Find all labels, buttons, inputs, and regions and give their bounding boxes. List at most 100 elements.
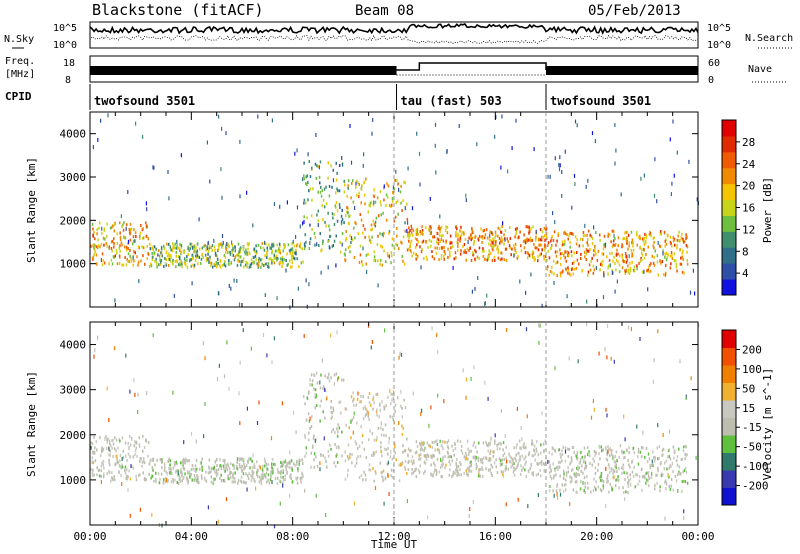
- echo-pixel: [536, 246, 538, 250]
- echo-pixel: [173, 460, 176, 464]
- echo-pixel: [238, 458, 241, 462]
- echo-pixel: [299, 245, 302, 249]
- echo-pixel: [170, 256, 172, 260]
- echo-pixel: [290, 265, 292, 269]
- echo-pixel: [266, 246, 268, 250]
- echo-pixel: [358, 191, 360, 195]
- sparse-echo-pixel: [564, 449, 567, 454]
- echo-pixel: [267, 463, 270, 467]
- echo-pixel: [467, 447, 469, 451]
- echo-pixel: [313, 434, 315, 438]
- echo-pixel: [374, 224, 377, 228]
- echo-pixel: [188, 249, 190, 253]
- echo-pixel: [540, 443, 542, 447]
- echo-pixel: [539, 228, 542, 232]
- echo-pixel: [464, 455, 467, 459]
- echo-pixel: [182, 249, 185, 253]
- echo-pixel: [570, 456, 573, 460]
- echo-pixel: [339, 164, 341, 167]
- echo-pixel: [116, 458, 118, 462]
- sparse-echo-pixel: [504, 434, 506, 438]
- echo-pixel: [561, 252, 563, 255]
- echo-pixel: [367, 252, 369, 256]
- echo-pixel: [247, 459, 249, 463]
- velocity-colorbar-swatch: [722, 470, 736, 488]
- echo-pixel: [100, 464, 103, 468]
- echo-pixel: [271, 466, 273, 470]
- echo-pixel: [250, 258, 253, 262]
- sparse-echo-pixel: [470, 376, 472, 381]
- echo-pixel: [336, 219, 339, 223]
- echo-pixel: [441, 444, 443, 448]
- echo-pixel: [348, 221, 350, 225]
- echo-pixel: [625, 238, 627, 242]
- sparse-echo-pixel: [305, 278, 307, 283]
- echo-pixel: [332, 244, 335, 247]
- echo-pixel: [436, 442, 439, 446]
- echo-pixel: [583, 250, 586, 254]
- echo-pixel: [160, 472, 163, 476]
- echo-pixel: [595, 487, 597, 491]
- sparse-echo-pixel: [673, 173, 675, 178]
- echo-pixel: [143, 461, 146, 465]
- echo-pixel: [519, 230, 521, 234]
- echo-pixel: [227, 250, 229, 254]
- echo-pixel: [649, 466, 652, 469]
- echo-pixel: [177, 255, 180, 259]
- sparse-echo-pixel: [166, 477, 168, 482]
- echo-pixel: [686, 245, 689, 249]
- echo-pixel: [116, 242, 119, 245]
- echo-pixel: [256, 473, 258, 477]
- echo-pixel: [681, 255, 684, 259]
- echo-pixel: [564, 446, 567, 450]
- echo-pixel: [353, 256, 356, 259]
- echo-pixel: [116, 460, 119, 464]
- echo-pixel: [633, 265, 636, 269]
- sparse-echo-pixel: [315, 493, 317, 498]
- echo-pixel: [304, 233, 306, 237]
- sparse-echo-pixel: [370, 345, 372, 350]
- echo-pixel: [365, 407, 367, 411]
- echo-pixel: [364, 414, 366, 418]
- echo-pixel: [149, 459, 151, 463]
- echo-pixel: [351, 461, 353, 465]
- echo-pixel: [335, 161, 337, 165]
- echo-pixel: [624, 252, 627, 255]
- echo-pixel: [518, 439, 521, 443]
- echo-pixel: [225, 248, 228, 251]
- echo-pixel: [249, 466, 251, 470]
- echo-pixel: [179, 470, 182, 474]
- echo-pixel: [681, 237, 684, 241]
- echo-pixel: [215, 265, 218, 269]
- echo-pixel: [455, 468, 457, 472]
- echo-pixel: [493, 449, 495, 453]
- echo-pixel: [334, 430, 336, 434]
- echo-pixel: [430, 226, 432, 230]
- echo-pixel: [277, 249, 279, 253]
- sparse-echo-pixel: [630, 327, 632, 331]
- echo-pixel: [639, 450, 642, 454]
- sparse-echo-pixel: [258, 400, 260, 405]
- echo-pixel: [491, 246, 494, 250]
- echo-pixel: [367, 210, 369, 214]
- echo-pixel: [265, 464, 267, 468]
- echo-pixel: [676, 246, 678, 250]
- power-colorbar-swatch: [722, 263, 736, 280]
- echo-pixel: [665, 264, 667, 267]
- echo-pixel: [383, 231, 385, 235]
- echo-pixel: [526, 239, 529, 243]
- echo-pixel: [641, 488, 643, 492]
- echo-pixel: [442, 239, 445, 243]
- echo-pixel: [315, 393, 317, 397]
- sparse-echo-pixel: [264, 240, 266, 245]
- echo-pixel: [271, 259, 273, 263]
- echo-pixel: [486, 258, 488, 262]
- sparse-echo-pixel: [694, 291, 696, 296]
- sparse-echo-pixel: [236, 279, 238, 283]
- echo-pixel: [350, 196, 352, 200]
- echo-pixel: [483, 229, 485, 232]
- echo-pixel: [534, 246, 536, 250]
- sparse-echo-pixel: [662, 433, 664, 437]
- echo-pixel: [241, 259, 243, 263]
- echo-pixel: [134, 449, 137, 453]
